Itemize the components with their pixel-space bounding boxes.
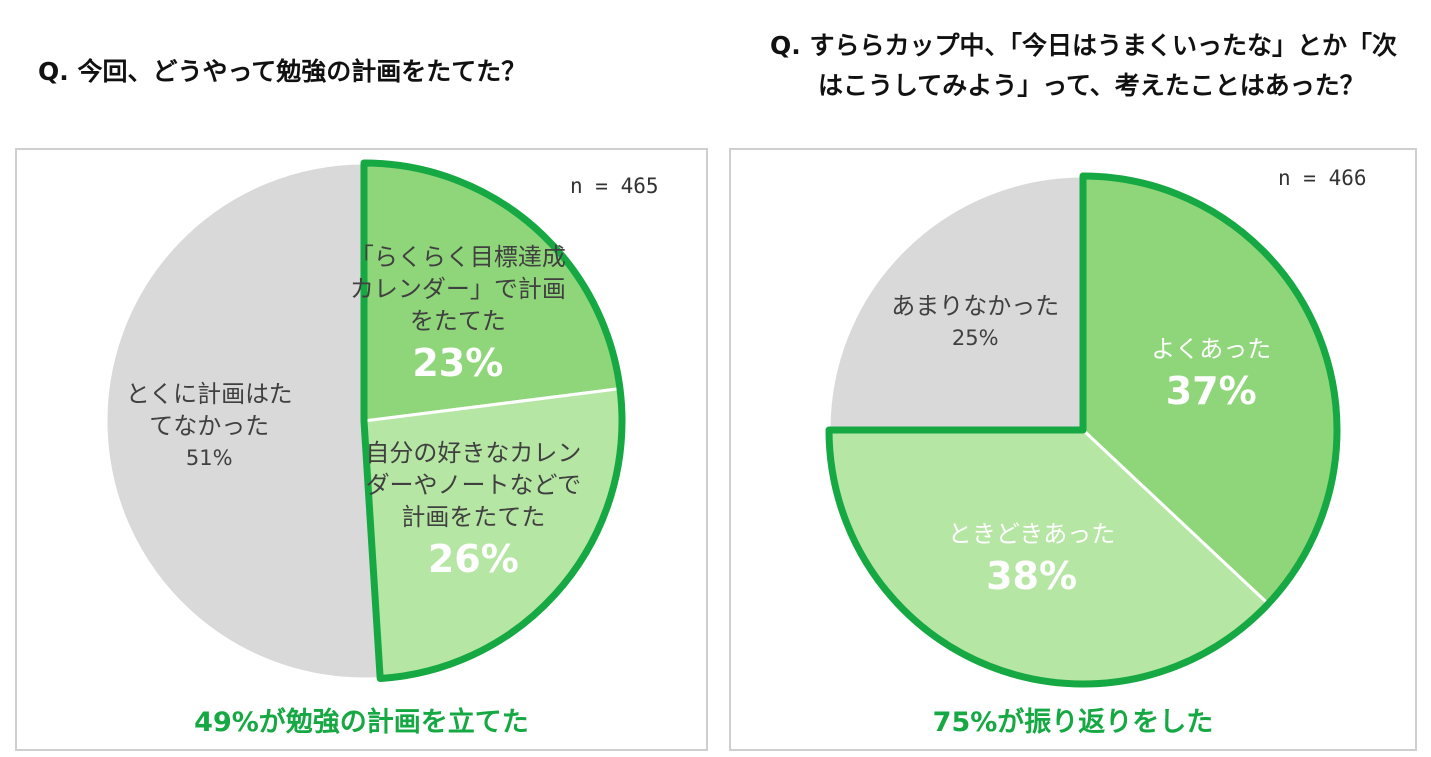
category-label: 自分の好きなカレンダーやノートなどで計画をたてた <box>365 439 582 532</box>
slice-label: ときどきあった 38% <box>917 518 1147 602</box>
chart-title: Q. すららカップ中、「今日はうまくいったな」とか「次はこうしてみよう」って、考… <box>770 31 1397 100</box>
slice-label: あまりなかった 25% <box>890 290 1060 354</box>
category-label: よくあった <box>1151 334 1272 363</box>
sample-size: n = 465 <box>570 174 659 198</box>
value-label: 23% <box>412 340 504 385</box>
category-label: 「らくらく目標達成カレンダー」で計画をたてた <box>349 242 566 335</box>
value-label: 26% <box>427 537 519 582</box>
annotation: 75%が振り返りをした <box>932 707 1214 738</box>
value-label: 25% <box>951 326 999 351</box>
value-label: 37% <box>1165 368 1257 413</box>
category-label: あまりなかった <box>891 292 1060 321</box>
slice-label: 自分の好きなカレンダーやノートなどで計画をたてた 26% <box>358 437 588 585</box>
category-label: ときどきあった <box>947 519 1116 548</box>
category-label: とくに計画はたてなかった <box>125 379 293 440</box>
slice-label: よくあった 37% <box>1096 333 1326 417</box>
pie-slice <box>104 161 382 681</box>
panel <box>15 148 708 751</box>
slice-label: とくに計画はたてなかった 51% <box>124 378 294 474</box>
pie-slice <box>827 174 1085 432</box>
panel <box>729 148 1417 751</box>
value-label: 51% <box>185 445 233 470</box>
highlight-outline <box>825 172 1341 688</box>
slice-label: 「らくらく目標達成カレンダー」で計画をたてた 23% <box>343 241 573 389</box>
chart-title: Q. 今回、どうやって勉強の計画をたてた？ <box>38 57 527 86</box>
sample-size: n = 466 <box>1278 166 1367 190</box>
value-label: 38% <box>986 553 1078 598</box>
annotation: 49%が勉強の計画を立てた <box>194 707 529 738</box>
highlight-outline <box>360 159 626 682</box>
